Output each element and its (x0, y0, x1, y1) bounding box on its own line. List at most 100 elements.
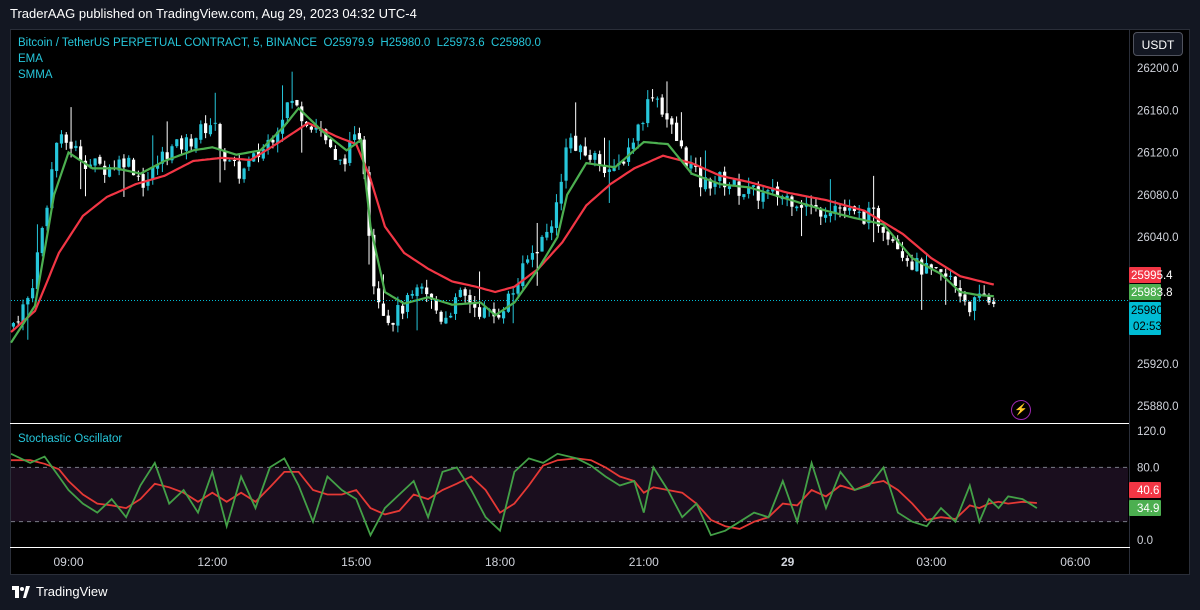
currency-button[interactable]: USDT (1133, 32, 1183, 56)
candle-body (948, 275, 953, 277)
candle-body (429, 293, 434, 300)
candle-body (646, 99, 650, 124)
candle-body (11, 323, 15, 327)
candle-body (987, 295, 991, 303)
candle-body (742, 194, 746, 198)
candle-body (929, 264, 933, 269)
candle-body (266, 139, 270, 150)
price-axis-tick: 26120.0 (1137, 148, 1179, 160)
candle-body (271, 139, 275, 143)
candle-body (285, 102, 289, 119)
lightning-icon[interactable]: ⚡ (1011, 400, 1031, 420)
candle-body (953, 276, 957, 286)
ohlc-high: H25980.0 (380, 37, 431, 49)
candle-body (972, 297, 977, 311)
candle-body (905, 258, 909, 261)
candle-body (593, 153, 597, 160)
stoch-tag-label: 40.6 (1137, 485, 1159, 497)
candle-body (40, 227, 44, 254)
candle-body (896, 239, 900, 250)
stoch-tag-0 (1129, 482, 1161, 498)
candle-body (535, 251, 539, 254)
time-axis-tick: 12:00 (197, 555, 227, 569)
stoch-tag-1 (1129, 500, 1161, 516)
candle-body (146, 180, 150, 186)
candle-body (492, 308, 496, 317)
candle-body (453, 297, 458, 314)
candle-body (650, 97, 655, 99)
candle-body (526, 259, 530, 263)
candle-body (862, 211, 866, 224)
candle-body (50, 169, 54, 209)
candle-body (16, 321, 20, 323)
candle-body (968, 301, 972, 313)
tradingview-logo-text: TradingView (36, 584, 108, 599)
candle-body (458, 289, 462, 298)
ema-line (10, 106, 994, 344)
publisher-line: TraderAAG published on TradingView.com, … (10, 6, 417, 21)
candle-body (564, 147, 568, 181)
candle-body (747, 186, 751, 194)
candle-body (381, 303, 386, 316)
candle-body (55, 142, 59, 171)
time-axis-tick: 03:00 (916, 555, 946, 569)
candle-body (569, 137, 573, 149)
indicator-ema-label[interactable]: EMA (18, 53, 43, 65)
candle-body (992, 301, 996, 304)
candle-body (795, 206, 799, 209)
candle-body (74, 145, 78, 149)
candle-body (934, 267, 938, 269)
candle-body (631, 142, 635, 149)
candle-body (362, 139, 366, 175)
candle-body (828, 213, 832, 217)
candle-body (944, 273, 948, 277)
candle-body (963, 294, 967, 302)
candle-body (708, 179, 712, 189)
candle-body (583, 146, 587, 156)
candle-body (117, 159, 121, 171)
candle-body (449, 315, 453, 318)
candle-body (886, 231, 890, 240)
candle-body (872, 207, 876, 209)
price-tag-countdown: 02:53 (1133, 321, 1162, 333)
candle-body (756, 186, 760, 201)
candle-body (237, 161, 241, 179)
time-axis-tick: 29 (781, 555, 795, 569)
candle-body (703, 177, 708, 190)
candle-body (636, 124, 640, 141)
candle-body (204, 123, 208, 134)
candle-body (761, 192, 765, 202)
candle-body (482, 307, 486, 318)
candle-body (79, 146, 83, 161)
candle-body (550, 226, 554, 233)
candle-body (165, 152, 169, 159)
candle-body (179, 138, 184, 150)
candle-body (415, 287, 419, 297)
indicator-smma-label[interactable]: SMMA (18, 69, 53, 81)
candle-body (578, 145, 583, 153)
candle-body (670, 118, 674, 125)
stochastic-title[interactable]: Stochastic Oscillator (18, 433, 123, 445)
candle-body (199, 124, 203, 140)
price-tag-label: 25995.4 (1131, 270, 1173, 282)
tradingview-logo-icon (12, 585, 30, 598)
candle-body (377, 288, 381, 303)
symbol-title: Bitcoin / TetherUS PERPETUAL CONTRACT, 5… (18, 37, 318, 49)
candle-body (59, 134, 64, 144)
candle-body (790, 196, 794, 207)
candle-body (554, 202, 559, 228)
candle-body (189, 138, 193, 147)
candle-body (660, 97, 664, 115)
candle-body (131, 159, 136, 176)
candle-body (155, 164, 160, 169)
candle-body (35, 252, 40, 290)
candle-body (276, 131, 280, 144)
candle-body (93, 158, 97, 166)
candle-body (607, 169, 611, 173)
candle-body (727, 186, 732, 189)
tradingview-logo[interactable]: TradingView (12, 584, 108, 599)
candle-body (814, 204, 818, 208)
candle-body (891, 239, 895, 241)
price-axis-tick: 25920.0 (1137, 359, 1179, 371)
